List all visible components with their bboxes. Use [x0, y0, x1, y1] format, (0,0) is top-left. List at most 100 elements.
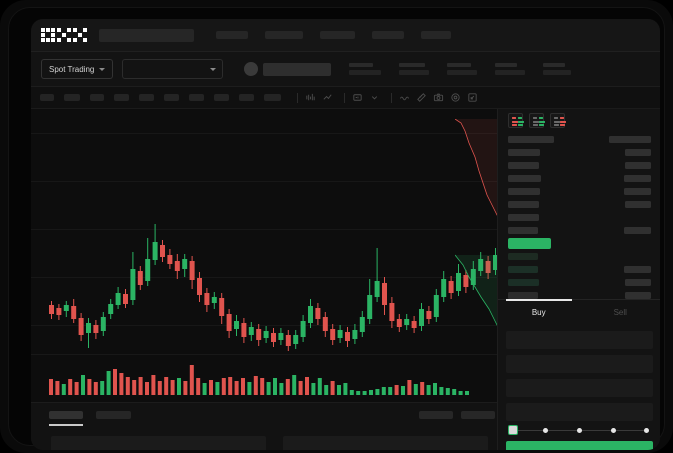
slider-handle[interactable] [508, 425, 518, 435]
volume-bar [426, 385, 431, 395]
volume-bar [266, 382, 271, 395]
settings-gear-icon[interactable] [449, 92, 461, 104]
amount-field[interactable] [506, 379, 653, 397]
bar-chart-icon[interactable] [321, 92, 333, 104]
orderbook-ask-row-amount [625, 201, 651, 208]
tab-buy[interactable]: Buy [498, 299, 580, 325]
candle-body [152, 242, 158, 260]
nav-item-2[interactable] [265, 31, 303, 39]
fullscreen-icon[interactable] [466, 92, 478, 104]
candle-body [308, 306, 313, 323]
orderbook-ask-row[interactable] [498, 159, 660, 172]
timeframe-6[interactable] [164, 94, 179, 101]
volume-bar [311, 383, 316, 395]
search-input[interactable] [99, 28, 194, 42]
stat-volume-24h-value [543, 70, 572, 75]
candle-body [463, 275, 469, 287]
volume-bar [337, 385, 341, 395]
orderbook-ask-row[interactable] [498, 198, 660, 211]
candle-body [382, 283, 387, 305]
timeframe-7[interactable] [189, 94, 204, 101]
total-field[interactable] [506, 403, 653, 421]
timeframe-2[interactable] [64, 94, 80, 101]
bottom-tab-order-history[interactable] [96, 411, 131, 419]
timeframe-3[interactable] [90, 94, 104, 101]
orderbook-header[interactable] [498, 133, 660, 146]
indicators-icon[interactable] [351, 92, 363, 104]
orderbook-ask-row[interactable] [498, 211, 660, 224]
orderbook-ask-row[interactable] [498, 224, 660, 237]
candle-body [123, 294, 128, 304]
trading-pair-dropdown[interactable] [122, 59, 224, 79]
volume-bar [49, 379, 53, 395]
orderbook-bid-row[interactable] [498, 276, 660, 289]
nav-item-5[interactable] [421, 31, 451, 39]
line-chart-icon[interactable] [398, 92, 410, 104]
volume-bar [170, 380, 175, 395]
candle-body [337, 330, 343, 338]
volume-bar [61, 384, 66, 395]
orderbook-mode-bids-icon[interactable] [529, 113, 545, 128]
candle-body [167, 255, 173, 264]
nav-item-4[interactable] [372, 31, 404, 39]
stat-last-price [349, 63, 382, 75]
bottom-action-1[interactable] [419, 411, 453, 419]
orderbook-ask-row[interactable] [498, 185, 660, 198]
volume-bar [68, 379, 73, 395]
orderbook-mode-bar [512, 117, 516, 119]
orderbook-bid-row[interactable] [498, 250, 660, 263]
orderbook-bid-row[interactable] [498, 263, 660, 276]
slider-stop-25[interactable] [543, 427, 549, 433]
nav-item-1[interactable] [216, 31, 248, 39]
orderbook-mode-asks-icon[interactable] [550, 113, 566, 128]
amount-percent-slider[interactable] [508, 425, 651, 435]
volume-bar [356, 391, 361, 395]
bottom-tab-open-orders[interactable] [49, 411, 83, 419]
bottom-action-2[interactable] [461, 411, 495, 419]
timeframe-4[interactable] [114, 94, 129, 101]
orderbook-mid-price[interactable] [498, 237, 660, 250]
timeframe-10[interactable] [264, 94, 281, 101]
camera-snapshot-icon[interactable] [432, 92, 444, 104]
orderbook-rows[interactable] [498, 133, 660, 302]
candle-body [374, 281, 380, 297]
volume-bar [292, 375, 297, 395]
price-field[interactable] [506, 355, 653, 373]
orderbook-ask-row-price [508, 149, 540, 156]
volume-bar [221, 378, 226, 395]
tab-sell[interactable]: Sell [580, 300, 661, 325]
slider-stop-75[interactable] [610, 427, 616, 433]
volume-bar [445, 388, 450, 395]
orderbook-ask-row[interactable] [498, 172, 660, 185]
volume-bar [260, 378, 265, 395]
timeframe-5[interactable] [139, 94, 154, 101]
candlestick-chart-icon[interactable] [304, 92, 316, 104]
nav-item-3[interactable] [320, 31, 355, 39]
orderbook-mode-bar [533, 124, 538, 126]
orderbook-ask-row[interactable] [498, 146, 660, 159]
volume-bar [458, 391, 463, 395]
candlestick-series [49, 224, 497, 351]
order-type-field[interactable] [506, 331, 653, 349]
orderbook-mode-both-icon[interactable] [508, 113, 524, 128]
candle-body [226, 314, 232, 331]
trading-mode-dropdown[interactable]: Spot Trading [41, 59, 114, 79]
slider-stop-50[interactable] [576, 427, 582, 433]
slider-stop-100[interactable] [644, 427, 650, 433]
timeframe-1[interactable] [40, 94, 54, 101]
toolbar-divider [344, 92, 345, 103]
place-buy-order-button[interactable] [506, 441, 653, 450]
orders-bottom-panel [31, 402, 497, 450]
volume-chart-panel[interactable] [31, 354, 497, 402]
timeframe-8[interactable] [214, 94, 229, 101]
volume-bar [388, 387, 393, 395]
chevron-down-icon[interactable] [368, 92, 380, 104]
okx-logo-icon[interactable] [41, 28, 87, 42]
orderbook-bid-row[interactable] [498, 289, 660, 302]
orderbook-mode-bar [560, 120, 566, 123]
candle-body [63, 305, 69, 311]
timeframe-9[interactable] [239, 94, 254, 101]
ruler-measure-icon[interactable] [415, 92, 427, 104]
price-chart-panel[interactable] [31, 109, 497, 354]
volume-bar [362, 391, 367, 395]
